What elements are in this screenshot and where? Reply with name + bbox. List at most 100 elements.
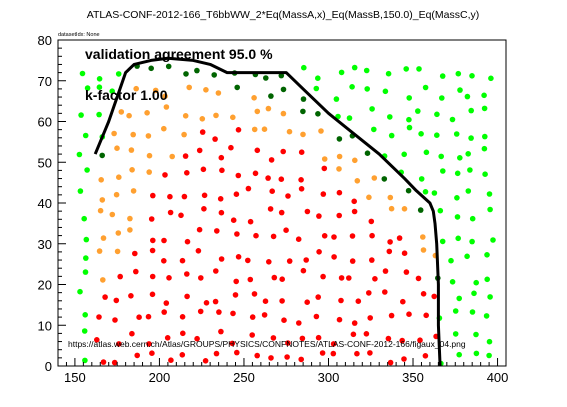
data-point: [438, 153, 445, 160]
points-layer: [76, 63, 496, 367]
data-point: [202, 358, 209, 364]
data-point: [336, 153, 343, 160]
data-point: [161, 237, 167, 244]
data-point: [83, 255, 89, 261]
data-point: [336, 136, 343, 142]
data-point: [268, 157, 275, 163]
data-point: [133, 268, 139, 275]
data-point: [448, 257, 454, 264]
data-point: [335, 113, 341, 120]
data-point: [178, 212, 184, 219]
data-point: [279, 298, 285, 304]
data-point: [364, 86, 371, 92]
data-point: [229, 340, 236, 347]
data-point: [218, 154, 225, 161]
data-point: [77, 188, 84, 194]
data-point: [431, 293, 438, 300]
data-point: [465, 188, 472, 194]
data-point: [184, 238, 191, 245]
data-point: [400, 298, 406, 305]
data-point: [211, 72, 217, 78]
data-point: [232, 292, 239, 298]
data-point: [469, 215, 476, 222]
data-point: [261, 126, 268, 132]
data-point: [114, 145, 120, 151]
data-point: [228, 144, 234, 151]
x-tick-label: 350: [402, 370, 424, 385]
data-point: [203, 87, 209, 93]
data-point: [128, 147, 135, 153]
data-point: [481, 105, 488, 112]
data-point: [488, 75, 494, 82]
data-point: [369, 106, 375, 112]
data-point: [372, 276, 378, 282]
data-point: [82, 269, 89, 275]
data-point: [234, 231, 240, 237]
data-point: [469, 309, 476, 315]
data-point: [399, 337, 406, 344]
data-point: [218, 328, 224, 335]
data-point: [387, 239, 393, 245]
data-point: [150, 237, 156, 244]
data-point: [218, 256, 225, 262]
data-point: [406, 124, 413, 131]
data-point: [112, 317, 118, 323]
data-point: [197, 308, 204, 315]
data-point: [381, 176, 388, 182]
data-point: [382, 88, 389, 95]
data-point: [199, 129, 206, 135]
data-point: [423, 149, 430, 156]
data-point: [96, 248, 103, 254]
validation-annotation: validation agreement 95.0 %: [85, 46, 273, 62]
data-point: [217, 196, 224, 202]
data-point: [484, 252, 490, 258]
data-point: [350, 331, 357, 338]
data-point: [261, 312, 268, 318]
data-point: [401, 206, 408, 212]
data-point: [96, 84, 103, 90]
data-point: [385, 335, 392, 342]
data-point: [382, 289, 388, 295]
data-point: [271, 274, 278, 281]
data-point: [162, 172, 168, 178]
data-point: [235, 253, 242, 260]
data-point: [439, 238, 446, 245]
data-point: [368, 218, 375, 225]
data-point: [355, 298, 362, 305]
data-point: [387, 114, 393, 120]
data-point: [338, 275, 345, 281]
data-point: [278, 72, 285, 79]
data-point: [300, 131, 306, 138]
data-point: [422, 353, 429, 359]
data-point: [213, 112, 219, 119]
data-point: [215, 90, 222, 96]
data-point: [111, 359, 118, 366]
data-point: [300, 96, 307, 102]
data-point: [298, 186, 305, 192]
data-point: [473, 279, 480, 286]
data-point: [487, 206, 493, 213]
data-point: [182, 153, 189, 159]
data-point: [321, 165, 328, 172]
data-point: [439, 95, 445, 101]
data-point: [148, 65, 154, 72]
data-point: [213, 268, 219, 274]
data-point: [336, 166, 342, 172]
data-point: [99, 197, 106, 203]
data-point: [351, 320, 358, 326]
data-point: [116, 174, 122, 180]
data-point: [403, 269, 410, 275]
data-point: [468, 107, 475, 114]
data-point: [315, 294, 322, 300]
data-point: [354, 178, 361, 184]
data-point: [81, 328, 88, 334]
data-point: [396, 235, 403, 241]
data-point: [201, 192, 208, 199]
data-point: [440, 168, 446, 174]
data-point: [212, 298, 219, 305]
kfactor-annotation: k-factor 1.00: [85, 87, 168, 103]
data-point: [115, 230, 122, 236]
data-point: [457, 87, 463, 93]
data-point: [286, 258, 293, 264]
data-point: [320, 191, 327, 197]
